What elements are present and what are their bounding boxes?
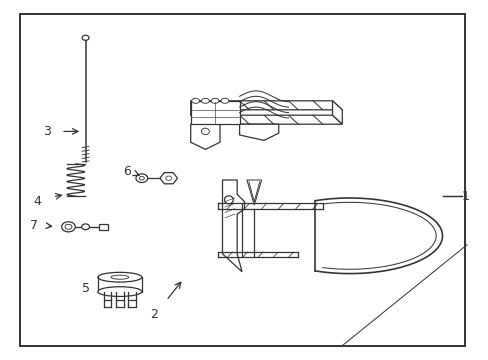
Polygon shape	[190, 101, 342, 110]
Ellipse shape	[139, 176, 144, 180]
Polygon shape	[246, 180, 261, 205]
Text: 2: 2	[150, 308, 158, 321]
Polygon shape	[332, 101, 342, 124]
Ellipse shape	[201, 98, 209, 103]
Ellipse shape	[82, 35, 89, 40]
Ellipse shape	[98, 287, 142, 297]
Polygon shape	[222, 180, 244, 272]
Ellipse shape	[211, 98, 219, 103]
Ellipse shape	[136, 174, 147, 183]
Ellipse shape	[224, 196, 233, 204]
Text: 6: 6	[123, 165, 131, 177]
Text: 4: 4	[34, 195, 41, 208]
Ellipse shape	[191, 98, 199, 103]
Bar	[99, 224, 107, 230]
Polygon shape	[190, 115, 342, 124]
Polygon shape	[239, 124, 278, 140]
Ellipse shape	[65, 224, 72, 229]
Text: 5: 5	[82, 282, 90, 294]
Bar	[190, 101, 239, 124]
Text: 3: 3	[43, 125, 51, 138]
Text: 7: 7	[30, 219, 38, 231]
Ellipse shape	[111, 275, 128, 279]
Ellipse shape	[61, 222, 75, 232]
Ellipse shape	[81, 224, 89, 230]
Ellipse shape	[165, 176, 171, 180]
Polygon shape	[190, 124, 220, 149]
Polygon shape	[190, 101, 200, 124]
Polygon shape	[160, 172, 177, 184]
Ellipse shape	[221, 98, 228, 103]
Text: 1: 1	[461, 190, 469, 203]
Ellipse shape	[201, 128, 209, 135]
Ellipse shape	[98, 273, 142, 282]
